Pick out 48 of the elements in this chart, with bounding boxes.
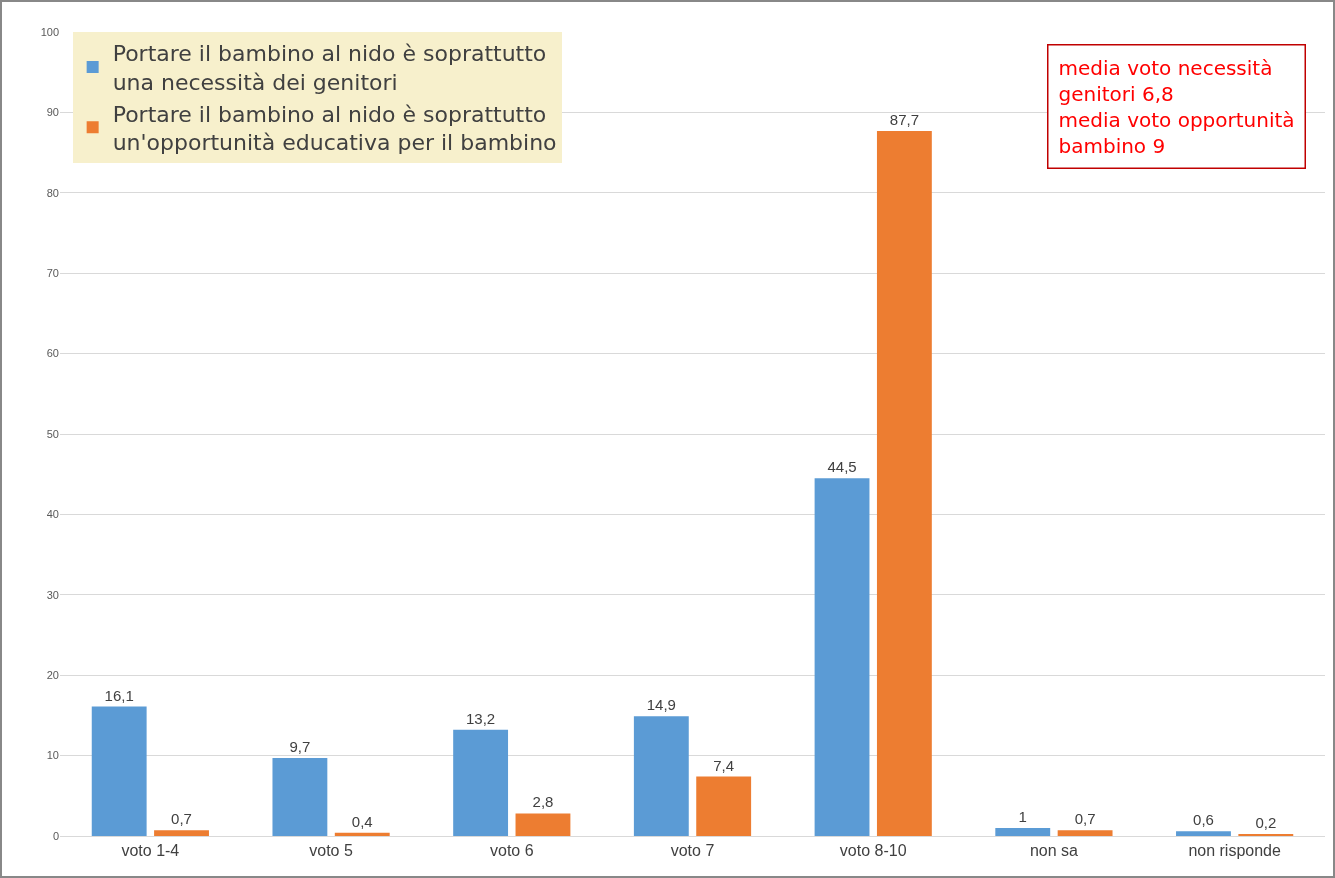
y-tick-label: 60 xyxy=(46,347,59,360)
bar xyxy=(515,813,571,836)
data-label: 0,7 xyxy=(171,810,192,828)
data-label: 0,6 xyxy=(1193,811,1214,829)
data-label: 13,2 xyxy=(466,709,496,727)
data-label: 44,5 xyxy=(827,458,857,476)
x-tick-label: non risponde xyxy=(1188,842,1281,860)
y-tick-label: 50 xyxy=(46,427,59,440)
legend-label: Portare il bambino al nido è soprattutto una necessità dei genitori xyxy=(112,41,547,95)
bar xyxy=(453,729,509,836)
data-label: 1 xyxy=(1018,807,1027,825)
bar xyxy=(154,830,209,836)
y-tick-label: 10 xyxy=(46,749,59,762)
data-label: 9,7 xyxy=(289,738,311,756)
bar xyxy=(633,716,689,836)
y-tick-label: 100 xyxy=(40,25,59,38)
data-label: 0,7 xyxy=(1074,810,1096,828)
bar xyxy=(1057,830,1113,836)
data-label: 0,4 xyxy=(351,812,373,830)
data-label: 14,9 xyxy=(646,696,676,714)
bar xyxy=(1176,831,1231,836)
legend-label: Portare il bambino al nido è soprattutto un'opportunità educativa per il bambino xyxy=(112,101,557,156)
y-tick-label: 40 xyxy=(46,508,59,521)
bar xyxy=(272,758,328,836)
data-label: 87,7 xyxy=(889,110,919,128)
x-tick-label: non sa xyxy=(1029,842,1079,860)
y-tick-label: 70 xyxy=(46,267,59,280)
data-label: 16,1 xyxy=(104,686,134,704)
data-label: 2,8 xyxy=(532,793,554,811)
data-label: 0,2 xyxy=(1255,814,1277,831)
y-tick-label: 20 xyxy=(46,669,59,682)
x-tick-label: voto 8-10 xyxy=(839,842,907,860)
data-label: 7,4 xyxy=(713,756,735,774)
y-tick-label: 90 xyxy=(46,106,59,119)
x-tick-label: voto 1-4 xyxy=(121,842,180,860)
y-tick-label: 30 xyxy=(46,588,59,601)
x-tick-label: voto 5 xyxy=(309,842,353,860)
x-tick-label: voto 6 xyxy=(489,842,534,860)
annotation: media voto opportunità bambino 9 xyxy=(1058,107,1295,158)
bar xyxy=(995,827,1051,836)
bar xyxy=(814,478,870,836)
bar xyxy=(91,706,147,836)
x-tick-label: voto 7 xyxy=(670,842,715,860)
y-tick-label: 80 xyxy=(46,186,59,199)
bar xyxy=(334,832,390,836)
bar xyxy=(696,776,752,836)
bar xyxy=(876,130,932,836)
y-tick-label: 0 xyxy=(52,829,59,842)
